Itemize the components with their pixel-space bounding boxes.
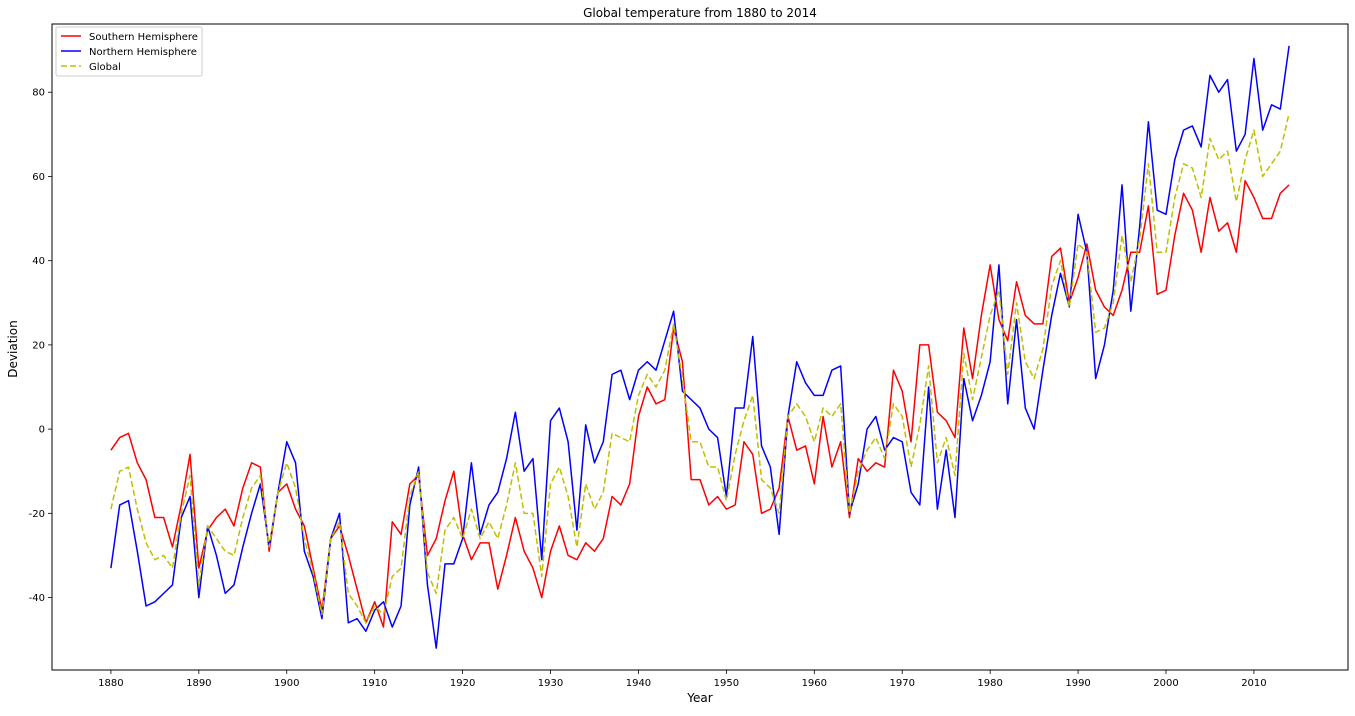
- x-tick-label: 1960: [802, 678, 827, 689]
- x-tick-label: 2010: [1241, 678, 1266, 689]
- series-line-global: [110, 113, 1290, 624]
- x-tick-label: 1970: [889, 678, 914, 689]
- x-axis-label: Year: [686, 691, 712, 705]
- series-line-northern-hemisphere: [110, 45, 1290, 649]
- x-axis-ticks: 1880 1890 1900 1910 1920 1930 1940 1950 1960 1970…: [98, 670, 1267, 689]
- x-tick-label: 1900: [274, 678, 299, 689]
- y-tick-label: 80: [32, 88, 45, 99]
- x-tick-label: 1920: [450, 678, 475, 689]
- x-tick-label: 2000: [1153, 678, 1178, 689]
- y-axis-label: Deviation: [6, 320, 20, 377]
- x-tick-label: 1880: [98, 678, 123, 689]
- x-tick-label: 1980: [977, 678, 1002, 689]
- y-tick-label: -40: [29, 593, 45, 604]
- y-tick-label: 20: [32, 340, 45, 351]
- y-tick-label: 0: [39, 425, 45, 436]
- legend: Southern Hemisphere Northern Hemisphere …: [55, 26, 203, 77]
- legend-label-global: Global: [89, 62, 121, 73]
- y-tick-label: 60: [32, 172, 45, 183]
- y-axis-ticks: -40 -20 0 20 40 60 80: [29, 88, 52, 604]
- plot-frame: [51, 23, 1349, 671]
- series-line-southern-hemisphere: [110, 179, 1290, 628]
- series-layer: [110, 45, 1290, 649]
- legend-label-southern-hemisphere: Southern Hemisphere: [89, 32, 198, 43]
- x-tick-label: 1890: [186, 678, 211, 689]
- x-tick-label: 1910: [362, 678, 387, 689]
- chart-title: Global temperature from 1880 to 2014: [583, 6, 817, 20]
- x-tick-label: 1950: [714, 678, 739, 689]
- legend-label-northern-hemisphere: Northern Hemisphere: [89, 47, 197, 58]
- legend-box: [55, 26, 203, 77]
- y-tick-label: 40: [32, 256, 45, 267]
- x-tick-label: 1940: [626, 678, 651, 689]
- x-tick-label: 1990: [1065, 678, 1090, 689]
- y-tick-label: -20: [29, 509, 45, 520]
- x-tick-label: 1930: [538, 678, 563, 689]
